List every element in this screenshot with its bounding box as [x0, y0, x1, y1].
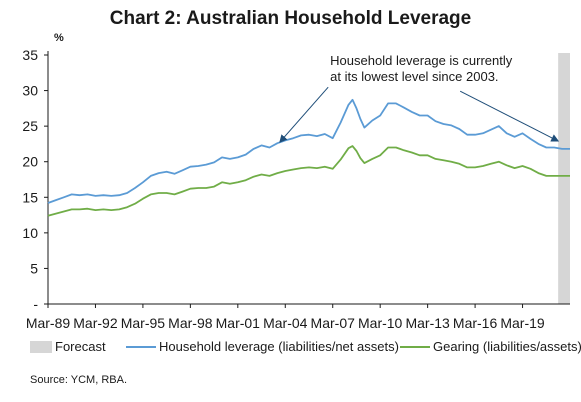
- y-tick-label: 25: [22, 118, 38, 134]
- source-note: Source: YCM, RBA.: [30, 374, 127, 386]
- x-tick-label: Mar-16: [453, 315, 498, 331]
- x-tick-label: Mar-04: [263, 315, 308, 331]
- x-tick-label: Mar-10: [358, 315, 403, 331]
- x-tick-label: Mar-01: [216, 315, 261, 331]
- y-tick-label: 20: [22, 154, 38, 170]
- x-tick-label: Mar-95: [121, 315, 166, 331]
- x-tick-label: Mar-92: [73, 315, 118, 331]
- legend-gearing-swatch: [400, 345, 430, 348]
- legend-leverage-label: Household leverage (liabilities/net asse…: [159, 339, 399, 354]
- annotation-arrow: [459, 90, 560, 142]
- x-tick-label: Mar-89: [26, 315, 71, 331]
- annotation-text: at its lowest level since 2003.: [330, 69, 498, 84]
- x-tick-label: Mar-98: [168, 315, 213, 331]
- legend-gearing-label: Gearing (liabilities/assets): [433, 339, 581, 354]
- legend-forecast-label: Forecast: [55, 339, 106, 354]
- y-tick-label: 15: [22, 189, 38, 205]
- legend-forecast-swatch: [30, 340, 52, 353]
- legend-leverage-swatch: [126, 345, 156, 348]
- y-tick-label: 10: [22, 225, 38, 241]
- y-tick-label: 5: [30, 260, 38, 276]
- annotation-text: Household leverage is currently: [330, 53, 513, 68]
- series-gearing-line: [47, 145, 570, 217]
- y-tick-label: 35: [22, 47, 38, 63]
- x-tick-label: Mar-19: [500, 315, 545, 331]
- series-leverage-line: [47, 98, 570, 204]
- y-tick-label: -: [33, 296, 38, 312]
- x-tick-label: Mar-13: [405, 315, 450, 331]
- forecast-band: [558, 53, 570, 304]
- legend: Forecast Household leverage (liabilities…: [30, 339, 581, 359]
- y-axis-unit: %: [54, 32, 64, 44]
- chart-title: Chart 2: Australian Household Leverage: [109, 8, 472, 29]
- annotation-arrow: [279, 86, 329, 143]
- legend-item-leverage: Household leverage (liabilities/net asse…: [126, 339, 399, 354]
- y-tick-label: 30: [22, 83, 38, 99]
- x-tick-label: Mar-07: [311, 315, 356, 331]
- legend-item-gearing: Gearing (liabilities/assets): [400, 339, 581, 354]
- legend-item-forecast: Forecast: [30, 339, 106, 354]
